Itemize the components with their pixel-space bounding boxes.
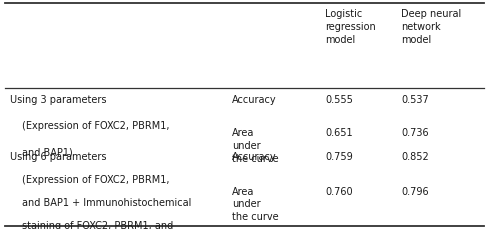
Text: Using 6 parameters: Using 6 parameters [10,152,106,162]
Text: Using 3 parameters: Using 3 parameters [10,95,106,105]
Text: Area
under
the curve: Area under the curve [232,128,278,164]
Text: 0.555: 0.555 [325,95,352,105]
Text: 0.759: 0.759 [325,152,352,162]
Text: Accuracy: Accuracy [232,95,276,105]
Text: 0.796: 0.796 [400,187,427,197]
Text: Area
under
the curve: Area under the curve [232,187,278,222]
Text: Accuracy: Accuracy [232,152,276,162]
Text: and BAP1 + Immunohistochemical: and BAP1 + Immunohistochemical [22,198,191,208]
Text: and BAP1): and BAP1) [22,148,73,158]
Text: 0.736: 0.736 [400,128,427,138]
Text: (Expression of FOXC2, PBRM1,: (Expression of FOXC2, PBRM1, [22,121,169,131]
Text: staining of FOXC2, PBRM1, and: staining of FOXC2, PBRM1, and [22,221,173,229]
Text: 0.760: 0.760 [325,187,352,197]
Text: Logistic
regression
model: Logistic regression model [325,9,375,45]
Text: 0.651: 0.651 [325,128,352,138]
Text: (Expression of FOXC2, PBRM1,: (Expression of FOXC2, PBRM1, [22,175,169,185]
Text: Deep neural
network
model: Deep neural network model [400,9,460,45]
Text: 0.852: 0.852 [400,152,428,162]
Text: 0.537: 0.537 [400,95,428,105]
